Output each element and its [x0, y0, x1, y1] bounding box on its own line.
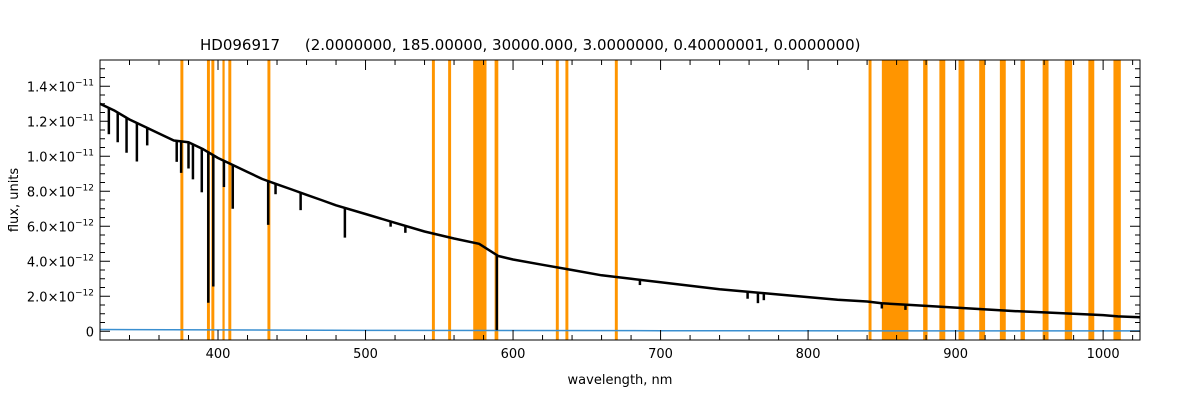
- masked-band-21: [1042, 60, 1049, 340]
- y-tick-label: 1.2×10−11: [27, 113, 94, 130]
- x-tick-label: 500: [353, 347, 378, 362]
- y-tick-mantissa: 1.2: [27, 115, 48, 130]
- masked-band-9: [494, 60, 499, 340]
- chart-title-text: HD096917: [200, 36, 280, 54]
- masked-band-20: [1020, 60, 1025, 340]
- y-tick-multiplier: ×10: [48, 185, 75, 200]
- masked-band-13: [868, 60, 872, 340]
- masked-band-3: [222, 60, 225, 340]
- y-tick-multiplier: ×10: [48, 150, 75, 165]
- masked-band-15: [923, 60, 928, 340]
- chart-title-params: (2.0000000, 185.00000, 30000.000, 3.0000…: [305, 36, 861, 54]
- y-tick-mantissa: 6.0: [27, 220, 48, 235]
- y-tick-mantissa: 1.0: [27, 150, 48, 165]
- x-tick-label: 600: [501, 347, 526, 362]
- x-tick-label: 700: [648, 347, 673, 362]
- y-tick-label: 6.0×10−12: [27, 218, 94, 235]
- masked-band-6: [431, 60, 435, 340]
- y-tick-exponent: −12: [75, 288, 94, 298]
- y-axis: 02.0×10−124.0×10−126.0×10−128.0×10−121.0…: [27, 68, 1140, 340]
- y-tick-label: 1.0×10−11: [27, 148, 94, 165]
- y-tick-mantissa: 8.0: [27, 185, 48, 200]
- masked-band-12: [614, 60, 618, 340]
- masked-bands: [180, 60, 1121, 340]
- masked-band-23: [1088, 60, 1095, 340]
- y-tick-label: 2.0×10−12: [27, 288, 94, 305]
- y-tick-multiplier: ×10: [48, 255, 75, 270]
- x-tick-label: 400: [206, 347, 231, 362]
- masked-band-14: [881, 60, 909, 340]
- x-axis-label: wavelength, nm: [568, 373, 673, 388]
- x-tick-label: 900: [943, 347, 968, 362]
- y-tick-exponent: −12: [75, 218, 94, 228]
- masked-band-22: [1064, 60, 1073, 340]
- masked-band-11: [565, 60, 569, 340]
- y-tick-exponent: −11: [75, 148, 94, 158]
- chart-title: HD096917 (2.0000000, 185.00000, 30000.00…: [200, 36, 861, 54]
- x-tick-label: 1000: [1087, 347, 1120, 362]
- masked-band-16: [939, 60, 946, 340]
- x-tick-label: 800: [796, 347, 821, 362]
- y-tick-mantissa: 2.0: [27, 290, 48, 305]
- y-tick-multiplier: ×10: [48, 115, 75, 130]
- masked-band-10: [555, 60, 559, 340]
- y-tick-multiplier: ×10: [48, 220, 75, 235]
- y-tick-exponent: −12: [75, 253, 94, 263]
- y-tick-label: 0: [86, 325, 94, 340]
- y-tick-exponent: −11: [75, 113, 94, 123]
- y-axis-label: flux, units: [7, 168, 22, 233]
- x-axis: 400 500 600 700 800 900 1000: [99, 60, 1134, 362]
- masked-band-0: [180, 60, 184, 340]
- y-tick-multiplier: ×10: [48, 80, 75, 95]
- y-tick-multiplier: ×10: [48, 290, 75, 305]
- masked-band-19: [999, 60, 1006, 340]
- y-tick-label: 4.0×10−12: [27, 253, 94, 270]
- masked-band-8: [473, 60, 487, 340]
- masked-band-4: [228, 60, 232, 340]
- y-tick-label: 1.4×10−11: [27, 78, 94, 95]
- y-tick-mantissa: 4.0: [27, 255, 48, 270]
- y-tick-exponent: −12: [75, 183, 94, 193]
- y-tick-exponent: −11: [75, 78, 94, 88]
- masked-band-17: [958, 60, 965, 340]
- y-tick-mantissa: 1.4: [27, 80, 48, 95]
- masked-band-24: [1113, 60, 1121, 340]
- masked-band-7: [448, 60, 452, 340]
- y-tick-label: 8.0×10−12: [27, 183, 94, 200]
- masked-band-18: [979, 60, 986, 340]
- series-line-0: [99, 102, 1141, 319]
